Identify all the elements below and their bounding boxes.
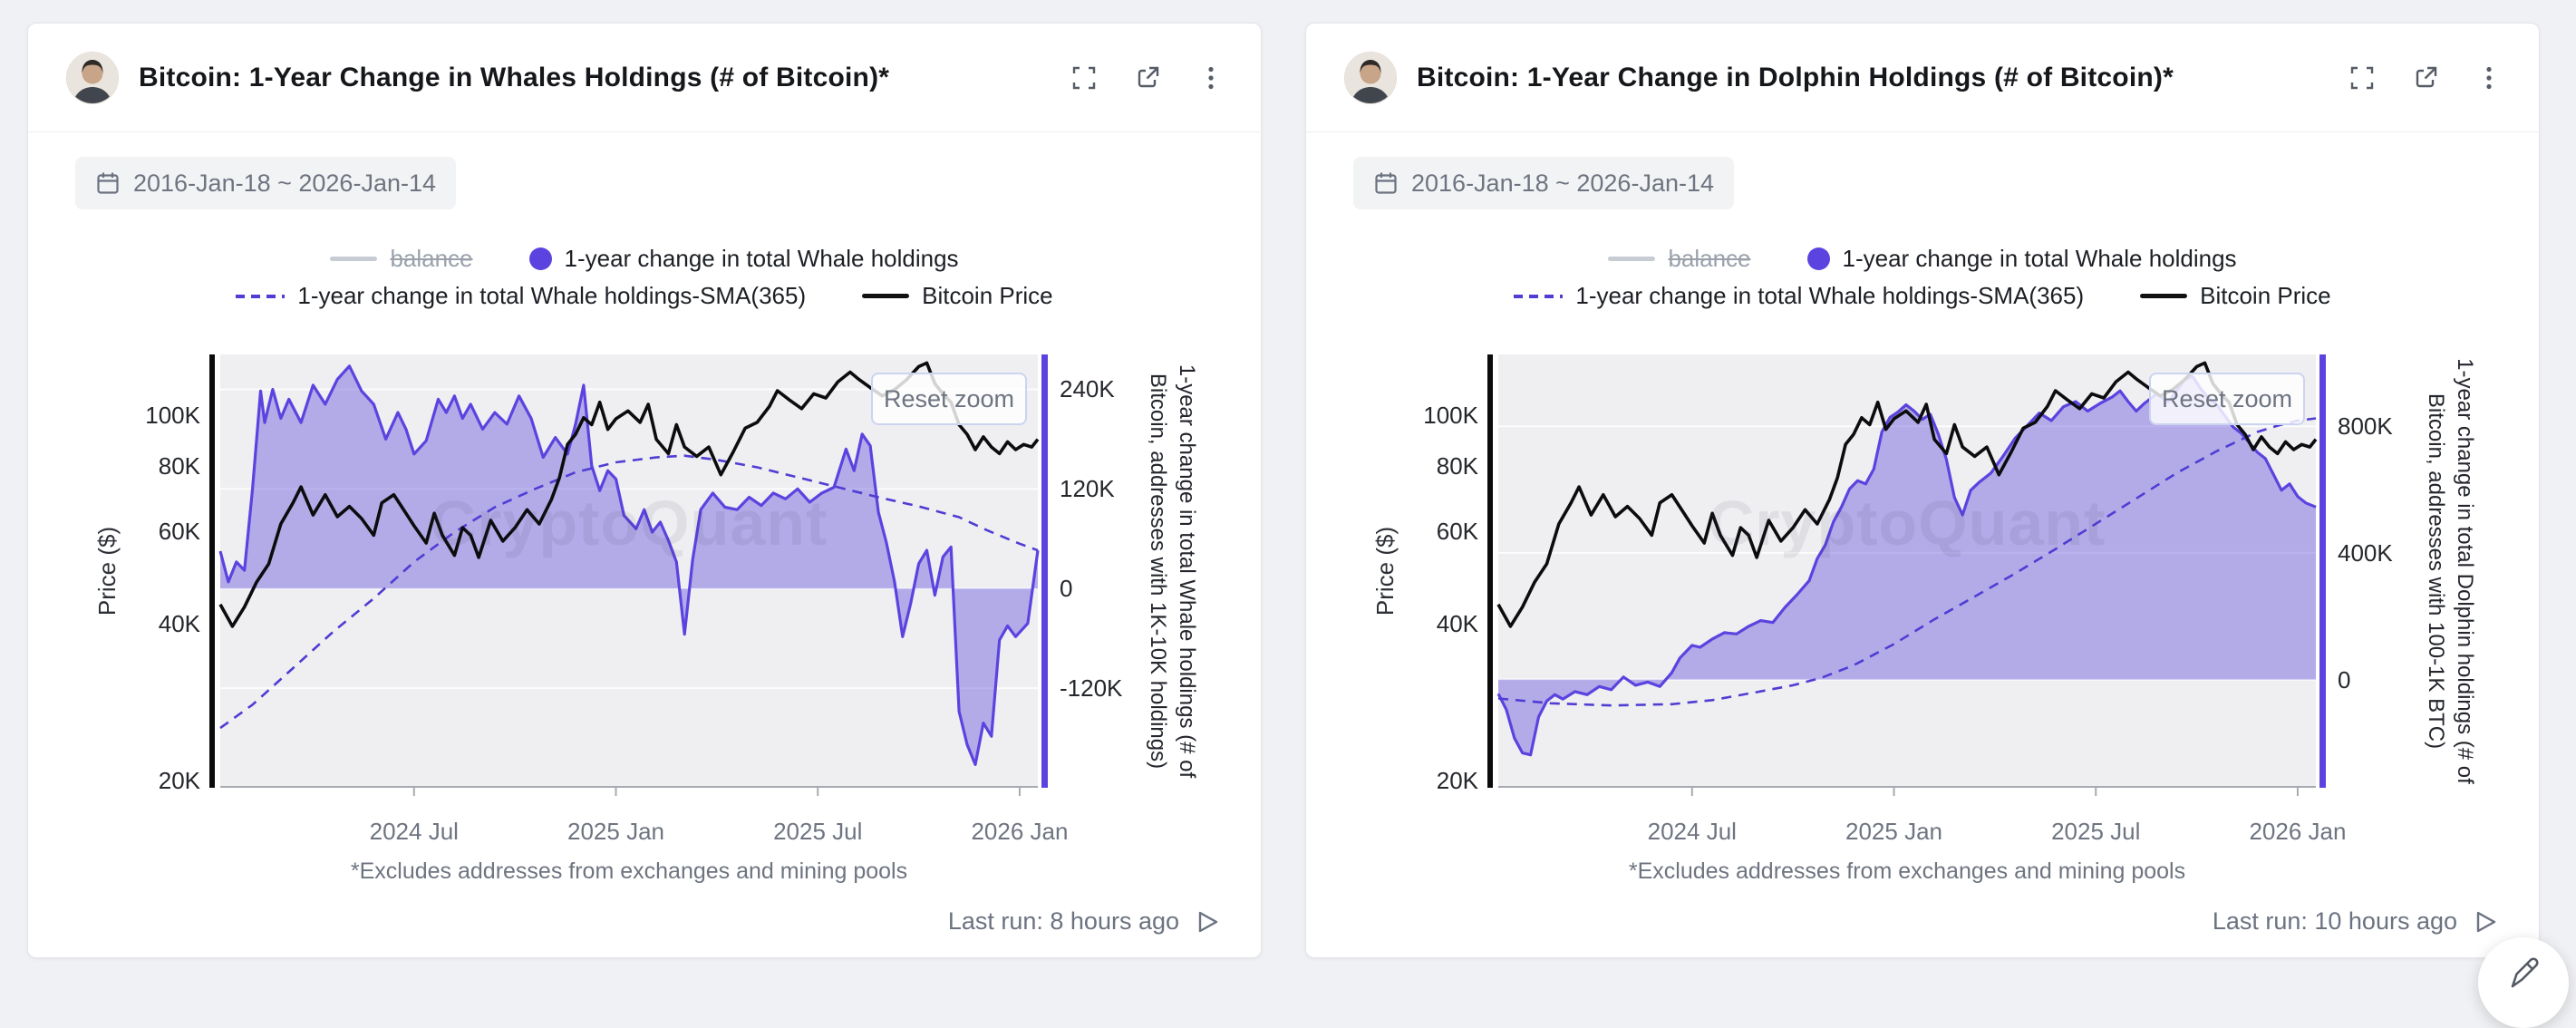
legend-item-price[interactable]: Bitcoin Price (2140, 282, 2331, 310)
legend-balance-label: balance (390, 245, 473, 272)
balance-swatch (330, 257, 378, 261)
change-tick-label: 0 (2338, 665, 2351, 693)
price-swatch (2140, 294, 2188, 298)
price-tick-label: 40K (1436, 609, 1478, 637)
chart-title: Bitcoin: 1-Year Change in Dolphin Holdin… (1417, 62, 2174, 92)
price-tick-label: 20K (158, 767, 200, 795)
price-tick-label: 60K (1436, 518, 1478, 546)
legend-price-label: Bitcoin Price (922, 282, 1053, 309)
fullscreen-icon[interactable] (2348, 64, 2376, 92)
balance-swatch (1608, 257, 1656, 261)
run-play-icon[interactable] (1194, 908, 1221, 936)
card-header: Bitcoin: 1-Year Change in Dolphin Holdin… (1306, 24, 2539, 132)
chart-legend: balance 1-year change in total Whale hol… (1306, 245, 2539, 310)
chart-plot[interactable]: CryptoQuant (1496, 354, 2318, 796)
legend-item-change[interactable]: 1-year change in total Whale holdings (1806, 245, 2237, 273)
change-axis-line (1041, 354, 1048, 788)
price-tick-label: 60K (158, 518, 200, 546)
run-play-icon[interactable] (2472, 908, 2499, 936)
calendar-icon (1375, 172, 1397, 194)
x-tick-label: 2026 Jan (971, 818, 1069, 845)
chart-title: Bitcoin: 1-Year Change in Whales Holding… (139, 62, 890, 92)
legend-sma-label: 1-year change in total Whale holdings-SM… (1575, 282, 2085, 309)
last-run-label: Last run: 10 hours ago (2212, 907, 2457, 935)
floating-action-button[interactable] (2478, 937, 2569, 1028)
legend-item-balance[interactable]: balance (330, 245, 473, 273)
price-tick-label: 20K (1436, 767, 1478, 795)
legend-sma-label: 1-year change in total Whale holdings-SM… (297, 282, 807, 309)
change-tick-label: 0 (1060, 575, 1073, 603)
change-swatch (528, 247, 552, 270)
price-tick-label: 100K (1423, 402, 1478, 430)
chart-svg (1496, 361, 2318, 796)
x-tick-label: 2026 Jan (2249, 818, 2347, 845)
last-run-label: Last run: 8 hours ago (947, 907, 1179, 935)
chart-footnote: *Excludes addresses from exchanges and m… (350, 858, 908, 884)
calendar-icon (97, 172, 119, 194)
whales-chart-card: Bitcoin: 1-Year Change in Whales Holding… (27, 23, 1262, 958)
kebab-menu-icon[interactable] (1197, 64, 1225, 92)
change-tick-label: 120K (1060, 475, 1115, 503)
avatar[interactable] (66, 51, 119, 104)
open-in-new-icon[interactable] (2412, 64, 2439, 92)
date-range-label: 2016-Jan-18 ~ 2026-Jan-14 (1411, 169, 1714, 197)
price-swatch (862, 294, 910, 298)
pen-icon (2511, 957, 2539, 988)
legend-item-change[interactable]: 1-year change in total Whale holdings (528, 245, 959, 273)
legend-item-sma[interactable]: 1-year change in total Whale holdings-SM… (236, 282, 806, 310)
chart-footnote: *Excludes addresses from exchanges and m… (1628, 858, 2186, 884)
date-range-chip[interactable]: 2016-Jan-18 ~ 2026-Jan-14 (1353, 157, 1734, 209)
change-tick-label: 240K (1060, 375, 1115, 403)
price-axis-title: Price ($) (1371, 526, 1399, 616)
legend-price-label: Bitcoin Price (2200, 282, 2331, 309)
change-swatch (1806, 247, 1830, 270)
x-tick-label: 2025 Jul (2051, 818, 2141, 845)
change-tick-label: 400K (2338, 538, 2393, 567)
sma-swatch (236, 294, 286, 298)
x-tick-label: 2024 Jul (369, 818, 459, 845)
legend-change-label: 1-year change in total Whale holdings (1842, 245, 2237, 272)
reset-zoom-button[interactable]: Reset zoom (2149, 373, 2305, 425)
change-tick-label: 800K (2338, 412, 2393, 441)
price-tick-label: 40K (158, 609, 200, 637)
price-tick-label: 80K (1436, 452, 1478, 480)
change-axis-title: 1-year change in total Whale holdings (#… (1146, 364, 1199, 779)
change-axis-line (2319, 354, 2326, 788)
legend-change-label: 1-year change in total Whale holdings (564, 245, 959, 272)
legend-balance-label: balance (1668, 245, 1751, 272)
kebab-menu-icon[interactable] (2475, 64, 2503, 92)
x-tick-label: 2025 Jan (567, 818, 664, 845)
open-in-new-icon[interactable] (1134, 64, 1161, 92)
card-header: Bitcoin: 1-Year Change in Whales Holding… (28, 24, 1261, 132)
legend-item-sma[interactable]: 1-year change in total Whale holdings-SM… (1514, 282, 2084, 310)
sma-swatch (1514, 294, 1564, 298)
fullscreen-icon[interactable] (1070, 64, 1098, 92)
price-axis-title: Price ($) (93, 526, 121, 616)
legend-item-price[interactable]: Bitcoin Price (862, 282, 1053, 310)
x-tick-label: 2024 Jul (1647, 818, 1737, 845)
date-range-chip[interactable]: 2016-Jan-18 ~ 2026-Jan-14 (75, 157, 456, 209)
price-axis-line (1487, 354, 1493, 788)
change-axis-title: 1-year change in total Dolphin holdings … (2424, 358, 2477, 784)
dolphin-chart-card: Bitcoin: 1-Year Change in Dolphin Holdin… (1305, 23, 2540, 958)
date-range-label: 2016-Jan-18 ~ 2026-Jan-14 (133, 169, 436, 197)
x-tick-label: 2025 Jul (773, 818, 863, 845)
price-tick-label: 80K (158, 452, 200, 480)
legend-item-balance[interactable]: balance (1608, 245, 1751, 273)
avatar[interactable] (1344, 51, 1397, 104)
price-axis-line (209, 354, 215, 788)
reset-zoom-button[interactable]: Reset zoom (871, 373, 1027, 425)
price-tick-label: 100K (145, 402, 200, 430)
x-tick-label: 2025 Jan (1845, 818, 1942, 845)
change-tick-label: -120K (1060, 674, 1123, 703)
chart-legend: balance 1-year change in total Whale hol… (28, 245, 1261, 310)
